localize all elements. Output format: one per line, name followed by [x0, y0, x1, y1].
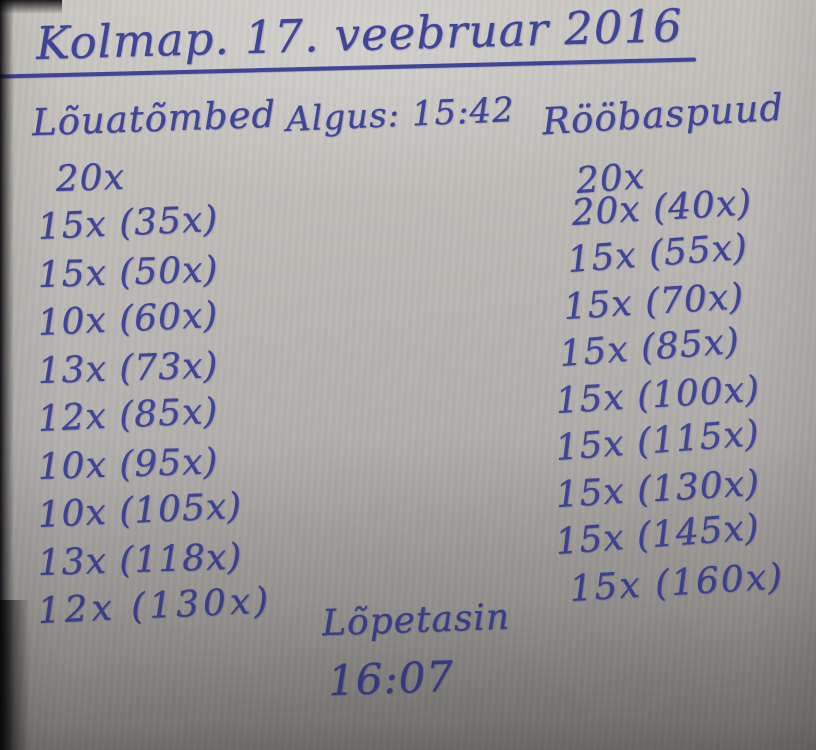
paper-corner-shadow-top-left: [0, 0, 62, 14]
set-entry: 12x (130x): [36, 580, 274, 632]
finish-time: 16:07: [327, 651, 455, 706]
set-entry: 15x (160x): [568, 556, 786, 610]
paper-edge-shadow-left: [0, 0, 14, 750]
dips-set-list: 20x 20x (40x) 15x (55x) 15x (70x) 15x (8…: [554, 156, 786, 619]
column-header-dips: Rööbaspuud: [540, 85, 786, 144]
set-entry: 10x (60x): [36, 294, 220, 344]
paper-corner-shadow-bottom-left: [0, 600, 30, 750]
set-entry: 12x (85x): [36, 390, 220, 440]
column-header-pullups: Lõuatõmbed: [31, 92, 277, 145]
pullups-set-list: 20x 15x (35x) 15x (50x) 10x (60x) 13x (7…: [36, 157, 274, 642]
finish-label: Lõpetasin: [321, 596, 511, 645]
note-title: Kolmap. 17. veebruar 2016: [35, 0, 684, 71]
start-time-label: Algus: 15:42: [285, 90, 516, 140]
set-entry: 15x (35x): [36, 198, 220, 248]
